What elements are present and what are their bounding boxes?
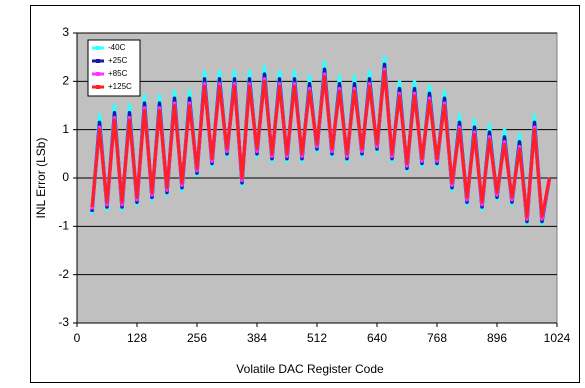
legend-label: +25C: [108, 56, 128, 65]
legend-marker: [96, 85, 100, 89]
y-tick-label: 0: [62, 170, 69, 184]
legend-label: -40C: [108, 43, 126, 52]
x-tick-label: 640: [367, 331, 387, 345]
x-axis-label: Volatile DAC Register Code: [236, 362, 384, 376]
x-tick-label: 512: [307, 331, 327, 345]
y-tick-label: 1: [62, 122, 69, 136]
x-tick-label: 896: [487, 331, 507, 345]
x-tick-label: 0: [74, 331, 81, 345]
y-tick-label: 2: [62, 74, 69, 88]
y-tick-label: 3: [62, 25, 69, 39]
x-tick-label: 256: [187, 331, 207, 345]
y-tick-label: -3: [58, 315, 69, 329]
series-line: [90, 70, 551, 219]
x-tick-label: 768: [427, 331, 447, 345]
y-tick-label: -2: [58, 267, 69, 281]
x-tick-label: 384: [247, 331, 267, 345]
y-axis-label: INL Error (LSb): [34, 138, 48, 219]
y-tick-label: -1: [58, 219, 69, 233]
legend-marker: [96, 46, 100, 50]
x-tick-label: 1024: [544, 331, 571, 345]
legend-marker: [96, 72, 100, 76]
legend-label: +85C: [108, 69, 128, 78]
x-tick-label: 128: [127, 331, 147, 345]
legend-label: +125C: [108, 82, 132, 91]
legend-marker: [96, 59, 100, 63]
